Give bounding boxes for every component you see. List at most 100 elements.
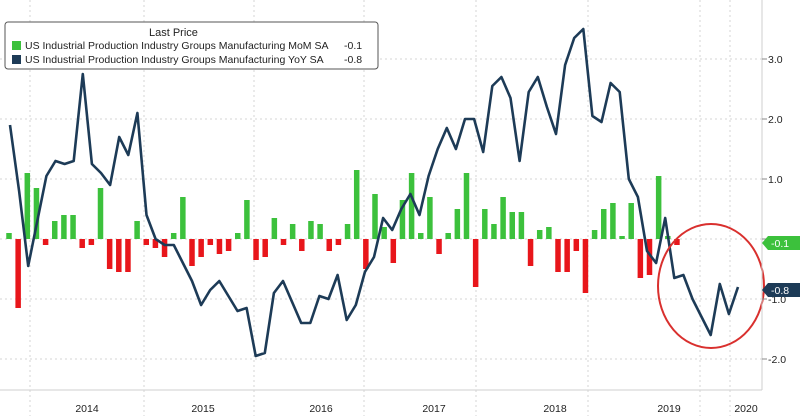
legend-mom-name: US Industrial Production Industry Groups… — [25, 40, 328, 52]
mom-bar — [198, 239, 204, 257]
mom-bar — [619, 236, 625, 239]
mom-bar — [170, 233, 177, 239]
legend-swatch-mom — [12, 41, 21, 50]
mom-bar — [582, 239, 589, 293]
mom-bar — [180, 197, 186, 239]
mom-bar — [207, 239, 214, 245]
mom-bar — [61, 215, 67, 239]
y-tick-label: 1.0 — [768, 174, 783, 186]
legend-swatch-yoy — [12, 55, 21, 64]
legend-box — [4, 21, 379, 70]
mom-bar — [216, 239, 223, 254]
mom-bar — [326, 239, 332, 251]
x-tick-label: 2018 — [543, 403, 567, 415]
mom-bar — [271, 218, 278, 239]
mom-bar — [418, 233, 424, 239]
mom-bar — [555, 239, 561, 272]
mom-bar — [436, 239, 442, 254]
mom-bar — [125, 239, 131, 272]
mom-bar — [610, 203, 616, 239]
mom-bar — [88, 239, 95, 245]
mom-bar — [372, 194, 378, 239]
x-tick-label: 2016 — [309, 403, 333, 415]
mom-bar — [573, 239, 580, 251]
mom-bar — [15, 239, 21, 308]
mom-bar — [152, 239, 159, 248]
mom-bar — [491, 224, 497, 239]
mom-bar — [637, 239, 644, 278]
mom-bar — [253, 239, 259, 260]
mom-bar — [116, 239, 122, 272]
mom-bar — [527, 239, 534, 266]
mom-bar — [344, 224, 351, 239]
yoy-line — [8, 27, 740, 358]
mom-bar — [280, 239, 287, 245]
mom-bar — [399, 200, 406, 239]
y-tick-label: -2.0 — [768, 354, 786, 366]
mom-bar — [134, 221, 140, 239]
mom-bar — [52, 221, 58, 239]
mom-bar — [24, 173, 31, 239]
mom-bar — [42, 239, 49, 245]
mom-bar — [353, 170, 360, 239]
mom-bar — [143, 239, 149, 245]
mom-bar — [482, 209, 488, 239]
x-tick-label: 2019 — [657, 403, 681, 415]
mom-bar — [445, 233, 451, 239]
legend-mom-last: -0.1 — [344, 40, 362, 52]
mom-bar — [463, 173, 470, 239]
mom-bar — [235, 233, 241, 239]
mom-bar — [106, 239, 113, 269]
y-tick-label: 2.0 — [768, 114, 783, 126]
mom-bar — [289, 224, 296, 239]
legend-title: Last Price — [149, 27, 198, 39]
mom-bar — [454, 209, 461, 239]
mom-bar — [317, 224, 323, 239]
mom-bar — [6, 233, 12, 239]
mom-bar — [472, 239, 479, 287]
mom-bar — [591, 230, 598, 239]
mom-bar — [33, 188, 40, 239]
mom-bar — [546, 227, 552, 239]
mom-bar — [518, 212, 525, 239]
tag-mom-last: -0.1 — [762, 236, 800, 250]
legend-yoy-name: US Industrial Production Industry Groups… — [25, 54, 324, 66]
mom-bar — [390, 239, 397, 263]
tag-mom-text: -0.1 — [771, 238, 789, 250]
mom-bar — [299, 239, 305, 251]
mom-bar — [161, 239, 168, 257]
mom-bar — [536, 230, 543, 239]
x-tick-label: 2015 — [191, 403, 215, 415]
x-tick-label: 2020 — [734, 403, 758, 415]
mom-bar — [381, 227, 387, 239]
mom-bar — [79, 239, 85, 248]
mom-bar — [646, 239, 653, 275]
mom-bars — [6, 170, 680, 308]
mom-bar — [335, 239, 342, 245]
mom-bar — [500, 197, 506, 239]
mom-bar — [655, 176, 662, 239]
mom-bar — [262, 239, 268, 257]
mom-bar — [363, 239, 369, 269]
legend: Last Price US Industrial Production Indu… — [4, 21, 379, 70]
highlight-circle — [657, 223, 765, 349]
mom-bar — [408, 173, 415, 239]
mom-bar — [97, 188, 104, 239]
x-axis-ticks: 2014 2015 2016 2017 2018 2019 2020 — [75, 403, 758, 415]
mom-bar — [225, 239, 232, 251]
mom-bar — [601, 209, 607, 239]
mom-bar — [628, 203, 634, 239]
mom-bar — [564, 239, 570, 272]
tag-yoy-last: -0.8 — [762, 283, 800, 297]
x-tick-label: 2014 — [75, 403, 99, 415]
mom-bar — [509, 212, 515, 239]
mom-bar — [244, 200, 250, 239]
mom-bar — [674, 239, 680, 245]
mom-bar — [308, 221, 314, 239]
mom-bar — [70, 215, 76, 239]
x-tick-label: 2017 — [422, 403, 446, 415]
mom-bar — [427, 197, 433, 239]
legend-yoy-last: -0.8 — [344, 54, 362, 66]
tag-yoy-text: -0.8 — [771, 285, 789, 297]
